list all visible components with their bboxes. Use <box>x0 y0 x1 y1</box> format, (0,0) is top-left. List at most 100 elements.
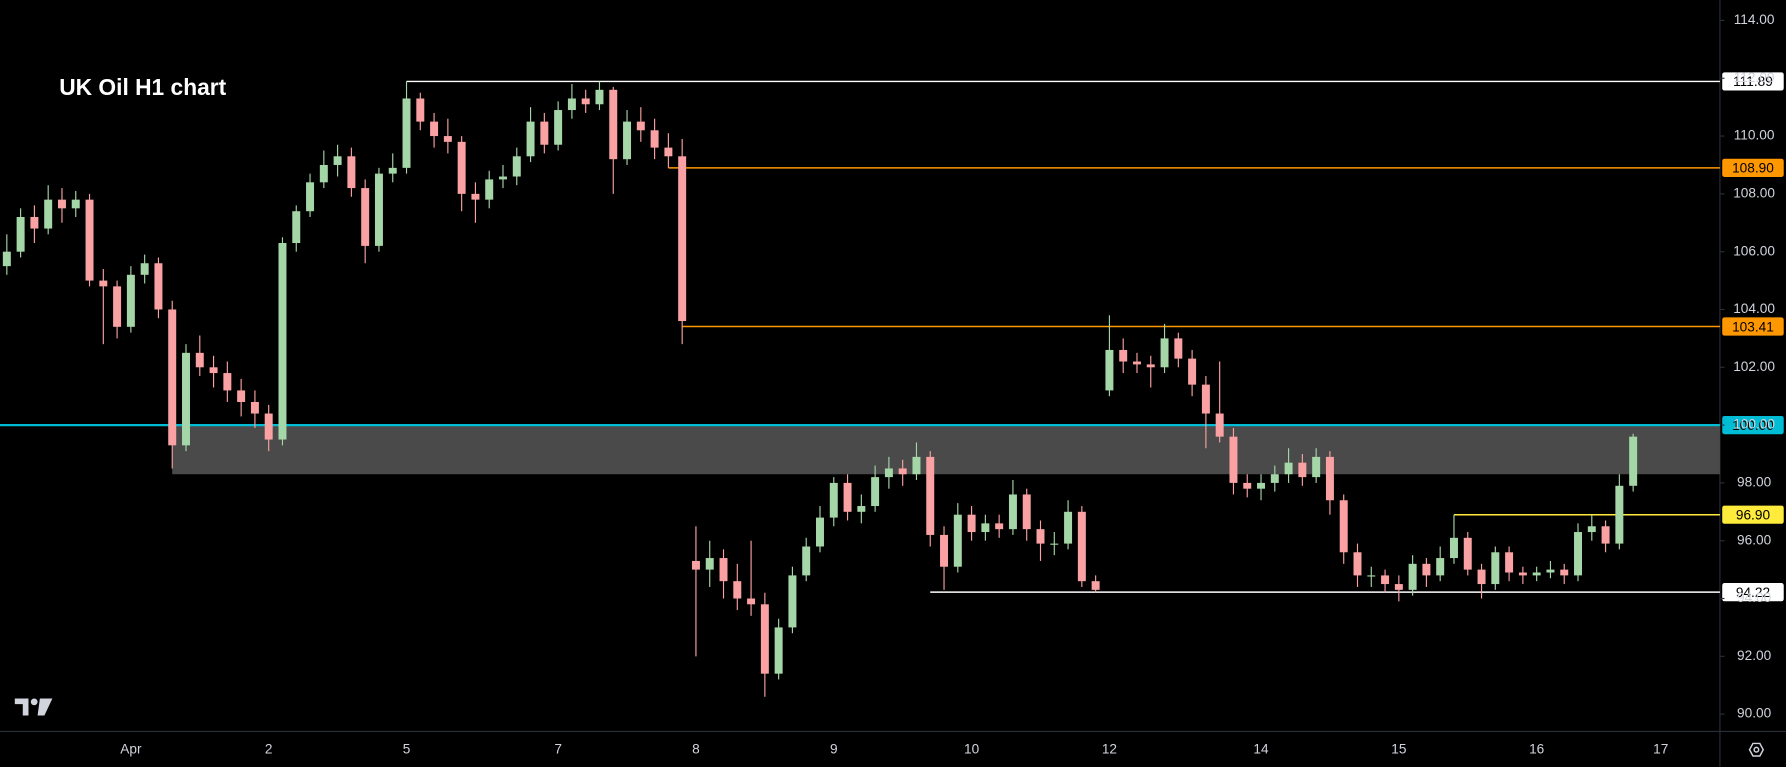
candle-body <box>884 468 893 478</box>
level-price-box <box>1722 72 1784 91</box>
candle-body <box>567 98 576 111</box>
candle-body <box>16 216 25 252</box>
candle-body <box>1022 494 1031 530</box>
candle-body <box>113 286 122 327</box>
candle-body <box>374 173 383 246</box>
candle-body <box>278 243 287 440</box>
candle-body <box>540 121 549 145</box>
candle-body <box>1449 537 1458 559</box>
candle-body <box>388 167 397 174</box>
candle-body <box>499 176 507 180</box>
candle-body <box>1050 543 1059 545</box>
candle-body <box>347 156 356 189</box>
candle-body <box>774 627 783 674</box>
settings-button[interactable] <box>1748 742 1765 757</box>
candle-body <box>361 188 370 246</box>
level-price-label: 108.90 <box>1732 161 1774 176</box>
candle-body <box>1215 413 1224 437</box>
candle-body <box>691 560 700 570</box>
candle-body <box>1408 563 1417 590</box>
candle-body <box>306 182 315 212</box>
candle-body <box>44 199 53 229</box>
candle-body <box>940 534 949 567</box>
candle-body <box>99 280 108 287</box>
y-tick-label: 100.00 <box>1733 417 1775 432</box>
candle-body <box>953 514 962 567</box>
level-price-label: 94.22 <box>1736 585 1770 600</box>
candle-body <box>430 121 439 137</box>
candle-body <box>209 367 218 374</box>
candle-body <box>526 121 535 157</box>
candle-body <box>71 199 80 209</box>
y-tick-label: 112.00 <box>1734 70 1775 85</box>
y-tick-label: 92.00 <box>1737 648 1772 663</box>
candle-body <box>747 598 756 605</box>
candle-body <box>457 141 466 194</box>
candle-body <box>1036 529 1045 544</box>
candle-body <box>1188 358 1197 385</box>
axis-layer: 90.00 92.00 94.00 96.00 98.00 100.00 102.00 104… <box>120 12 1775 756</box>
candle-body <box>788 575 797 628</box>
candle-body <box>1008 494 1017 530</box>
level-price-box <box>1722 583 1784 602</box>
candle-body <box>664 147 673 157</box>
candle-body <box>1491 552 1500 585</box>
y-tick-label: 108.00 <box>1733 185 1775 200</box>
candle-body <box>85 199 94 281</box>
y-tick-label: 110.00 <box>1734 128 1775 143</box>
candle-body <box>995 523 1004 530</box>
candle-body <box>843 482 852 512</box>
candle-body <box>140 263 149 275</box>
candle-body <box>1119 349 1128 362</box>
candle-body <box>154 263 163 310</box>
y-tick-label: 94.00 <box>1737 590 1772 605</box>
level-price-label: 111.89 <box>1733 74 1773 89</box>
candle-body <box>237 390 246 402</box>
y-tick-label: 90.00 <box>1737 706 1772 721</box>
tradingview-logo <box>14 698 53 716</box>
level-price-box <box>1722 317 1784 336</box>
candle-body <box>1174 338 1183 359</box>
candle-body <box>1105 349 1114 391</box>
candle-body <box>1353 552 1362 576</box>
candle-body <box>595 89 604 105</box>
candle-body <box>1436 558 1445 576</box>
candle-body <box>816 517 824 547</box>
candle-body <box>871 477 880 507</box>
candle-body <box>1381 575 1390 585</box>
x-tick-label: 8 <box>692 741 700 756</box>
x-tick-label: 7 <box>554 741 562 756</box>
candle-body <box>802 546 811 576</box>
candle-body <box>1518 572 1527 576</box>
candle-body <box>705 558 714 570</box>
chart-title: UK Oil H1 chart <box>59 74 226 100</box>
candle-body <box>126 274 135 327</box>
candle-body <box>2 251 11 267</box>
candle-body <box>512 156 521 177</box>
x-tick-label: Apr <box>120 741 142 756</box>
x-tick-label: 16 <box>1529 741 1544 756</box>
candle-body <box>1574 532 1582 576</box>
candle-body <box>829 482 838 518</box>
candle-body <box>319 164 328 183</box>
x-tick-label: 2 <box>265 741 273 756</box>
candle-body <box>1532 572 1541 576</box>
candle-body <box>650 130 659 148</box>
y-tick-label: 96.00 <box>1737 532 1772 547</box>
candle-body <box>1560 569 1569 576</box>
candle-body <box>250 401 259 414</box>
candle-body <box>1146 364 1155 368</box>
candle-body <box>1064 511 1073 544</box>
candle-body <box>1546 569 1555 573</box>
candle-body <box>1132 361 1141 365</box>
candle-body <box>967 514 976 533</box>
candle-body <box>926 456 935 535</box>
candle-body <box>1284 462 1293 475</box>
y-tick-label: 102.00 <box>1733 359 1775 374</box>
candle-body <box>443 136 452 142</box>
y-tick-label: 106.00 <box>1733 243 1775 258</box>
candle-body <box>719 558 728 582</box>
candle-body <box>1615 485 1624 544</box>
candle-body <box>402 98 411 168</box>
